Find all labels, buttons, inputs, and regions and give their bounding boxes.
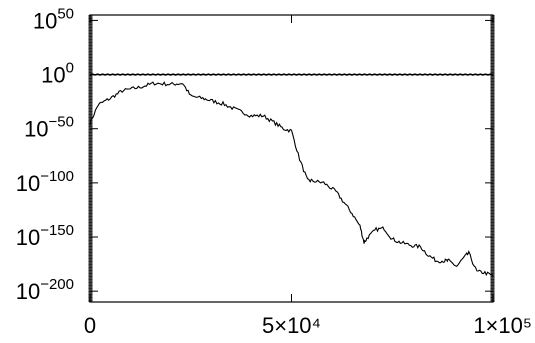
- left-tick-band: [88, 15, 93, 302]
- x-tick-label: 0: [84, 313, 96, 338]
- series-layer: [89, 73, 494, 277]
- plot-border: [89, 14, 494, 303]
- series-flat-line: [89, 73, 494, 76]
- y-tick-label: 10−200: [16, 276, 74, 304]
- y-tick-label: 1050: [33, 5, 74, 33]
- y-tick-label: 10−100: [16, 168, 74, 196]
- series-noisy-line: [89, 81, 494, 277]
- y-tick-label: 100: [41, 60, 74, 88]
- plot-frame: [88, 14, 495, 303]
- right-tick-band: [490, 15, 495, 302]
- y-tick-label: 10−50: [24, 114, 74, 142]
- y-tick-label: 10−150: [16, 222, 74, 250]
- y-axis: 1050 100 10−50 10−100 10−150 10−200: [16, 5, 493, 304]
- x-tick-label: 1×10⁵: [473, 313, 532, 338]
- x-axis: 0 5×10⁴ 1×10⁵: [84, 15, 532, 338]
- x-tick-label: 5×10⁴: [262, 313, 321, 338]
